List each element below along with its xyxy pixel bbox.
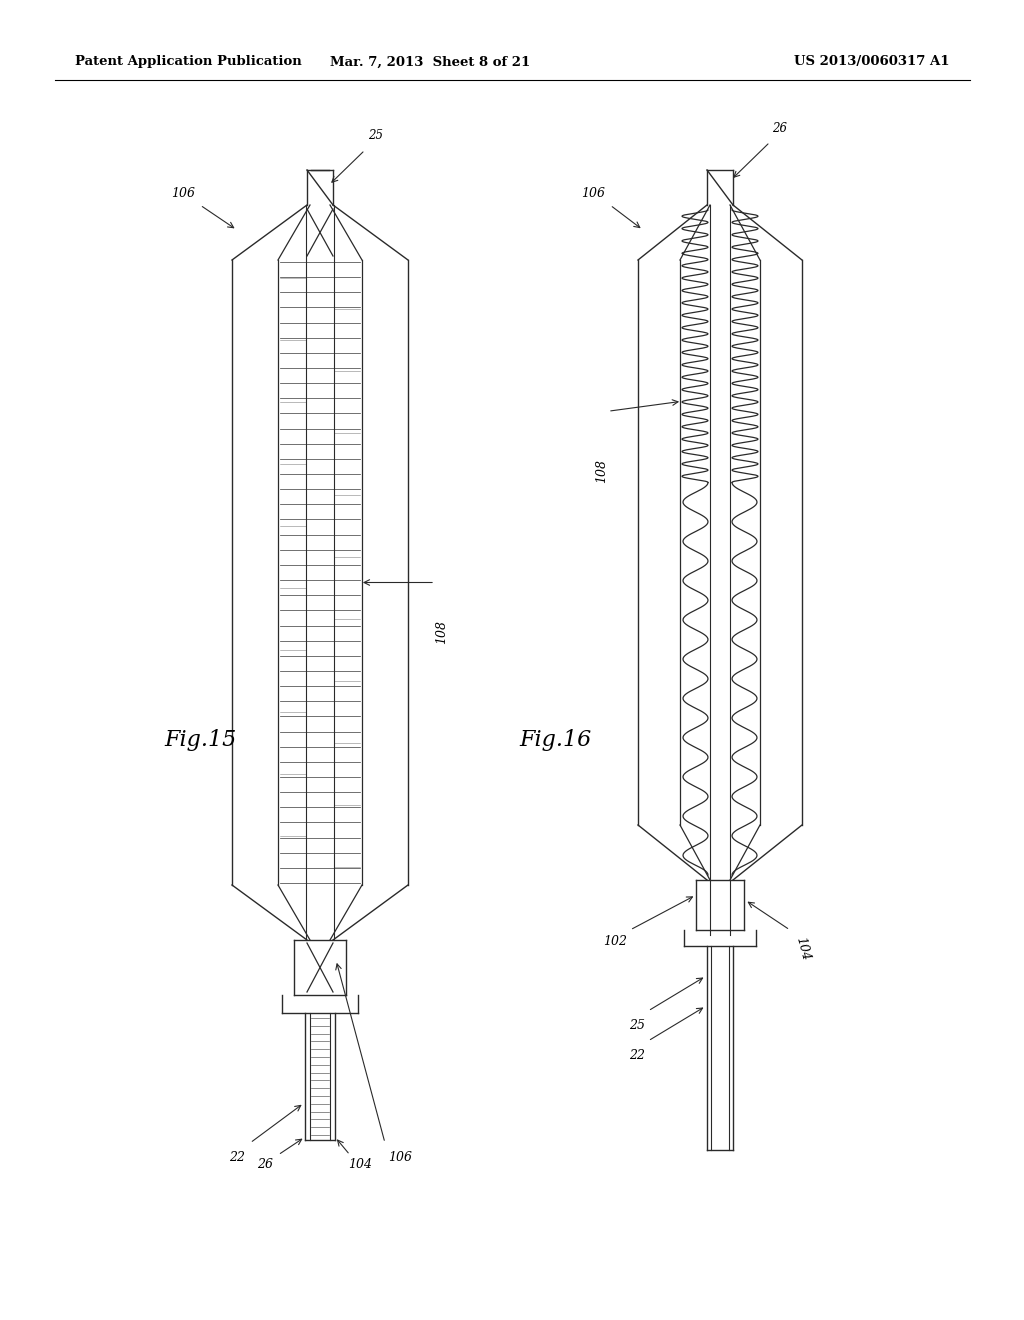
Text: 22: 22	[229, 1151, 245, 1164]
Text: 102: 102	[603, 935, 627, 948]
Text: Fig.16: Fig.16	[519, 729, 591, 751]
Text: Patent Application Publication: Patent Application Publication	[75, 55, 302, 69]
Text: 25: 25	[368, 129, 383, 143]
Text: 104: 104	[793, 935, 812, 961]
Text: 108: 108	[435, 620, 449, 644]
Text: 104: 104	[348, 1158, 372, 1171]
Text: 26: 26	[257, 1158, 273, 1171]
Text: 106: 106	[581, 187, 605, 201]
Text: 106: 106	[171, 187, 195, 201]
Text: Fig.15: Fig.15	[164, 729, 237, 751]
Text: 26: 26	[772, 121, 787, 135]
Text: 22: 22	[629, 1049, 645, 1063]
Text: Mar. 7, 2013  Sheet 8 of 21: Mar. 7, 2013 Sheet 8 of 21	[330, 55, 530, 69]
Text: 106: 106	[388, 1151, 412, 1164]
Text: 25: 25	[629, 1019, 645, 1032]
Text: 108: 108	[596, 459, 608, 483]
Text: US 2013/0060317 A1: US 2013/0060317 A1	[795, 55, 950, 69]
